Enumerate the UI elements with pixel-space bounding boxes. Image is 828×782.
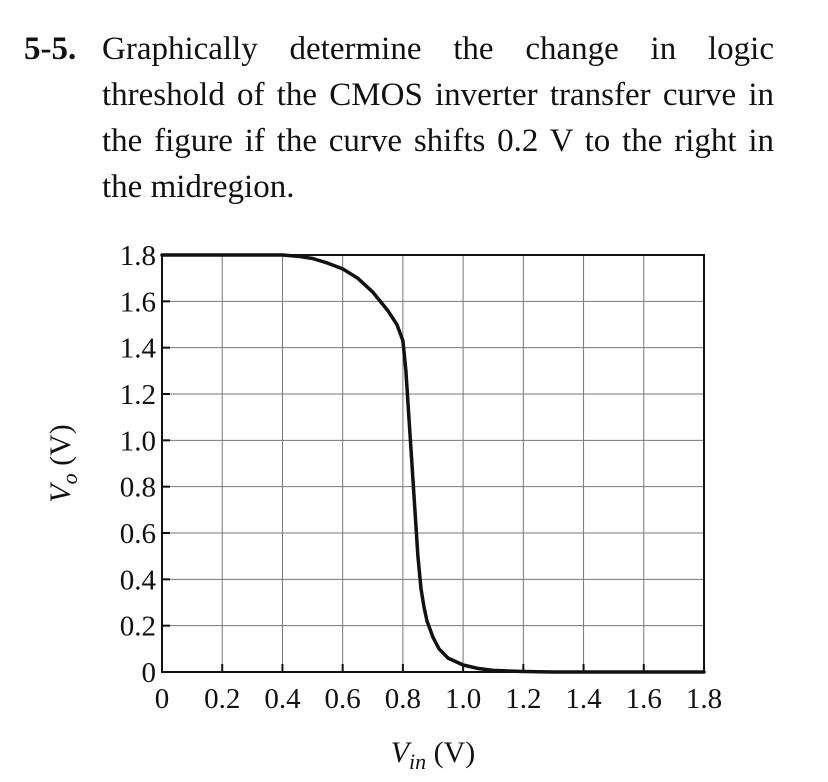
x-tick-label: 1.6	[626, 683, 662, 715]
y-axis-label: Vo (V)	[44, 424, 82, 502]
problem-text: Graphically determine the change in logi…	[102, 31, 774, 205]
x-tick-label: 0	[155, 683, 170, 715]
grid	[161, 254, 705, 673]
y-tick-label: 0.8	[120, 472, 156, 504]
x-tick-label: 1.2	[505, 683, 541, 715]
x-tick-label: 1.8	[686, 683, 722, 715]
y-tick-label: 1.0	[120, 425, 156, 457]
y-axis-label-unit: (V)	[44, 424, 77, 473]
x-tick-label: 0.8	[385, 683, 421, 715]
y-tick-label: 0.4	[120, 564, 157, 596]
y-tick-labels: 0 0.2 0.4 0.6 0.8 1.0 1.2 1.4 1.6 1.8	[120, 240, 157, 689]
y-axis-label-sub: o	[57, 473, 82, 484]
plot-frame	[161, 254, 705, 673]
series	[160, 253, 706, 674]
y-tick-label: 1.2	[120, 379, 156, 411]
x-tick-labels: 0 0.2 0.4 0.6 0.8 1.0 1.2 1.4 1.6 1.8	[155, 683, 722, 715]
problem-number: 5-5.	[24, 31, 77, 67]
y-tick-label: 1.8	[120, 240, 156, 272]
axis-ticks	[161, 254, 705, 673]
x-tick-label: 1.0	[445, 683, 481, 715]
x-axis-label-sub: in	[409, 749, 426, 774]
y-tick-label: 0	[142, 657, 157, 689]
x-tick-label: 0.4	[264, 683, 301, 715]
y-axis-label-main: V	[44, 481, 77, 503]
x-axis-label: Vin (V)	[391, 736, 476, 774]
y-tick-label: 1.6	[120, 286, 156, 318]
y-tick-label: 0.2	[120, 611, 156, 643]
x-axis-label-unit: (V)	[426, 736, 475, 769]
x-axis-label-main: V	[391, 736, 413, 769]
y-tick-label: 0.6	[120, 518, 156, 550]
x-tick-label: 0.2	[204, 683, 240, 715]
x-tick-label: 0.6	[325, 683, 361, 715]
y-tick-label: 1.4	[120, 333, 157, 365]
x-tick-label: 1.4	[565, 683, 602, 715]
series-line	[160, 253, 706, 674]
